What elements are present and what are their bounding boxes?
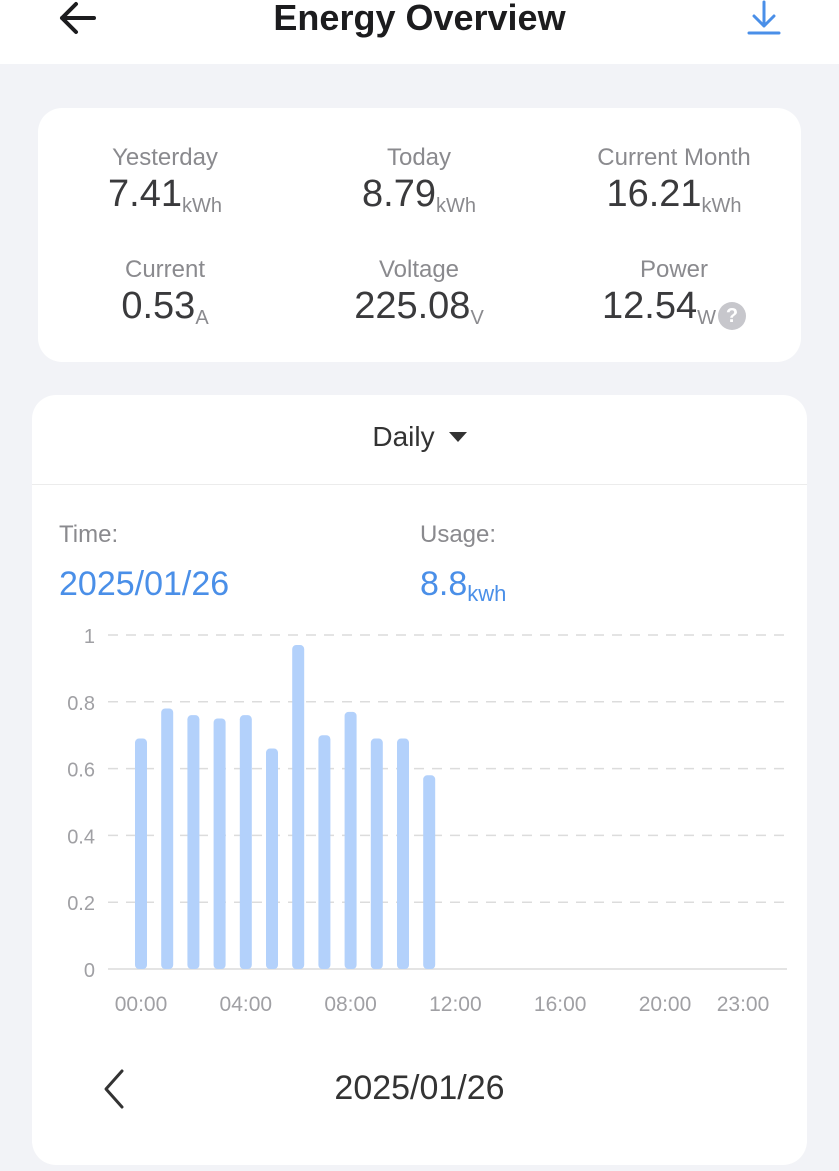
stat-value: 12.54 xyxy=(602,285,698,327)
bar-02:00[interactable] xyxy=(187,715,200,969)
stat-current-month: Current Month 16.21kWh xyxy=(547,144,801,222)
caret-down-icon xyxy=(448,431,467,442)
current-date: 2025/01/26 xyxy=(334,1069,505,1107)
x-tick-label: 20:00 xyxy=(639,993,692,1016)
bar-03:00[interactable] xyxy=(213,718,226,970)
download-icon xyxy=(747,0,781,35)
stat-current: Current 0.53A xyxy=(38,256,292,334)
stat-label: Power xyxy=(639,256,709,283)
bar-07:00[interactable] xyxy=(318,735,331,969)
page-title: Energy Overview xyxy=(273,0,566,38)
stat-voltage: Voltage 225.08V xyxy=(292,256,546,334)
time-value: 2025/01/26 xyxy=(59,565,230,603)
stat-yesterday: Yesterday 7.41kWh xyxy=(38,144,292,222)
x-tick-label: 00:00 xyxy=(115,993,168,1016)
stat-power: Power 12.54W? xyxy=(547,256,801,334)
stat-label: Yesterday xyxy=(112,144,218,171)
usage-value: 8.8kwh xyxy=(420,565,507,606)
help-icon[interactable]: ? xyxy=(717,301,746,330)
stat-value: 8.79 xyxy=(362,173,436,215)
stat-unit: kWh xyxy=(181,195,222,217)
y-tick-label: 0.2 xyxy=(67,893,95,915)
stat-value: 0.53 xyxy=(121,285,196,327)
bar-09:00[interactable] xyxy=(370,738,383,969)
chevron-left-icon xyxy=(104,1069,124,1109)
x-tick-label: 12:00 xyxy=(429,993,482,1016)
stat-unit: V xyxy=(470,307,484,329)
previous-date-button[interactable] xyxy=(94,1065,134,1113)
download-button[interactable] xyxy=(744,0,784,40)
stat-value: 7.41 xyxy=(108,173,182,215)
bar-04:00[interactable] xyxy=(239,715,252,969)
stat-label: Voltage xyxy=(378,256,460,283)
y-tick-label: 0.4 xyxy=(67,826,95,848)
stat-unit: kWh xyxy=(701,195,742,217)
stat-label: Current Month xyxy=(597,144,751,171)
period-label: Daily xyxy=(372,421,435,452)
stat-unit: kWh xyxy=(435,195,476,217)
y-tick-label: 0.6 xyxy=(67,760,95,782)
bar-05:00[interactable] xyxy=(266,748,278,969)
x-tick-label: 23:00 xyxy=(717,993,770,1016)
period-dropdown[interactable]: Daily xyxy=(32,421,807,453)
stat-unit: W xyxy=(697,307,716,329)
time-label: Time: xyxy=(59,521,119,548)
stat-value: 225.08 xyxy=(354,285,471,327)
back-button[interactable] xyxy=(56,0,100,40)
bar-08:00[interactable] xyxy=(344,711,357,969)
usage-label: Usage: xyxy=(420,521,497,548)
bar-06:00[interactable] xyxy=(292,645,305,969)
y-tick-label: 0 xyxy=(84,960,95,982)
divider xyxy=(32,484,807,485)
x-tick-label: 08:00 xyxy=(324,993,377,1016)
x-tick-label: 04:00 xyxy=(220,993,273,1016)
bar-01:00[interactable] xyxy=(161,708,174,969)
stat-unit: A xyxy=(195,307,209,329)
y-tick-label: 1 xyxy=(84,626,95,648)
usage-bar-chart[interactable]: 0 0.2 0.4 0.6 0.8 1 00:00 04:00 08:00 12:00 16:00 2… xyxy=(32,395,807,1035)
bar-00:00[interactable] xyxy=(135,738,147,969)
x-tick-label: 16:00 xyxy=(534,993,587,1016)
stat-today: Today 8.79kWh xyxy=(292,144,546,222)
stats-card: Yesterday 7.41kWh Today 8.79kWh Current … xyxy=(38,108,801,362)
y-tick-label: 0.8 xyxy=(67,693,95,715)
usage-unit: kwh xyxy=(467,581,507,606)
app-header: Energy Overview xyxy=(0,0,839,64)
stat-label: Current xyxy=(124,256,206,283)
chart-card: Daily Time: Usage: 2025/01/26 8.8kwh 0 0.… xyxy=(32,395,807,1165)
bar-11:00[interactable] xyxy=(423,775,436,969)
stat-value: 16.21 xyxy=(606,173,702,215)
arrow-left-icon xyxy=(60,2,96,34)
stat-label: Today xyxy=(386,144,452,171)
bar-10:00[interactable] xyxy=(397,738,409,969)
